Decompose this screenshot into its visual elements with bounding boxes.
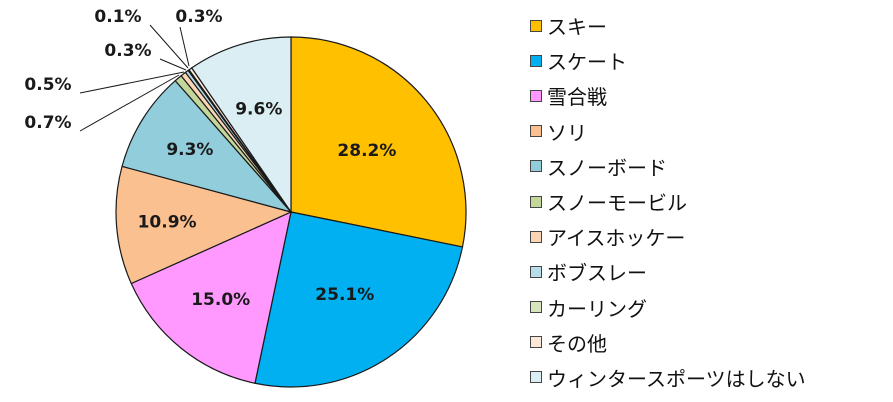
legend-label: アイスホッケー [547, 226, 686, 251]
legend-item: 雪合戦 [530, 78, 806, 113]
legend-label: スノーモービル [547, 191, 687, 216]
legend-swatch [530, 19, 542, 32]
pie-slice [121, 79, 293, 214]
legend-label: 雪合戦 [547, 85, 607, 110]
leader-line [79, 74, 180, 132]
data-label: 25.1% [315, 285, 374, 305]
legend-swatch [530, 195, 542, 208]
legend-item: アイスホッケー [530, 219, 806, 254]
legend-swatch [530, 54, 542, 67]
leader-line [149, 24, 189, 69]
leader-line [159, 58, 187, 71]
legend-item: スキー [530, 8, 806, 43]
legend-label: ウィンタースポーツはしない [547, 366, 806, 391]
legend-item: スケート [530, 43, 806, 78]
legend-item: カーリング [530, 290, 806, 325]
legend-label: その他 [547, 331, 607, 356]
data-label: 0.7% [24, 113, 71, 133]
legend-item: スノーモービル [530, 184, 806, 219]
legend-swatch [530, 371, 542, 384]
data-label: 0.1% [94, 7, 141, 27]
pie-slice [290, 36, 467, 248]
pie-slice [130, 210, 292, 384]
legend: スキースケート雪合戦ソリスノーボード スノーモービル アイスホッケー ボブスレーカーリ… [530, 8, 806, 395]
legend-label: スノーボード [547, 155, 667, 180]
pie-slice [254, 211, 464, 388]
legend-label: カーリング [547, 296, 647, 321]
legend-item: ソリ [530, 114, 806, 149]
legend-item: スノーボード [530, 149, 806, 184]
legend-label: ボブスレー [547, 261, 647, 286]
legend-label: ソリ [547, 120, 587, 145]
leader-lines [79, 24, 190, 132]
legend-label: スキー [547, 15, 607, 40]
leader-line [79, 71, 185, 94]
legend-swatch [530, 336, 542, 349]
legend-swatch [530, 230, 542, 243]
legend-label: スケート [547, 50, 627, 75]
data-label: 0.3% [175, 7, 222, 27]
legend-swatch [530, 125, 542, 138]
data-label: 9.3% [166, 140, 213, 160]
pie-slice [115, 165, 293, 285]
legend-swatch [530, 89, 542, 102]
legend-item: ウィンタースポーツはしない [530, 360, 806, 395]
legend-swatch [530, 301, 542, 314]
pie-slice [190, 36, 292, 214]
leader-line [179, 26, 190, 67]
data-label: 9.6% [235, 99, 282, 119]
legend-swatch [530, 265, 542, 278]
data-label: 0.5% [24, 75, 71, 95]
data-label: 10.9% [138, 213, 197, 233]
pie-slices [115, 36, 467, 388]
legend-item: ボブスレー [530, 254, 806, 289]
data-labels: 28.2% 25.1% 15.0% 10.9% 9.3% 0.7% 0.5% 0.3% 0.1%… [24, 7, 396, 310]
data-label: 0.3% [104, 41, 151, 61]
legend-swatch [530, 160, 542, 173]
data-label: 15.0% [191, 290, 250, 310]
data-label: 28.2% [337, 141, 396, 161]
legend-item: その他 [530, 325, 806, 360]
